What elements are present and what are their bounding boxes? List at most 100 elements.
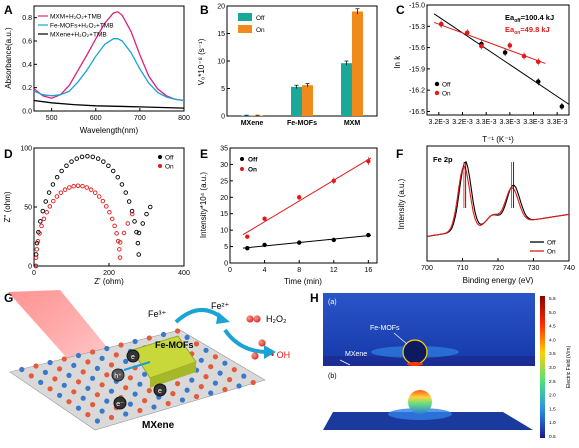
x-tick-label: Fe-MOFs [287,120,317,127]
atom [104,345,110,352]
data-point [114,231,119,236]
data-point [58,190,64,195]
data-point [80,183,85,189]
colorbar-tick-label: 1.5 [549,406,556,412]
data-point [129,211,135,217]
x-axis-label: T⁻¹ (K⁻¹) [482,135,514,144]
atom [80,369,86,375]
legend: Off On [240,157,258,174]
fit-line [433,21,546,64]
y-ticks: 0 5 10 15 20 [217,4,230,121]
atom [57,392,63,398]
y-tick-label: 0 [28,264,32,271]
atom [75,405,82,411]
x-tick-label: 200 [103,270,115,277]
data-point [35,238,41,244]
data-point [136,230,142,236]
y-tick-label: 15 [220,211,228,218]
data-point [115,174,120,180]
colorbar-tick-label: 5.0 [549,310,556,316]
data-point [51,198,56,204]
x-axis-label: Wavelength(nm) [80,126,139,135]
atom [123,385,129,391]
series-group [433,13,570,111]
x-tick-label: 0 [228,267,232,274]
x-axis-label: Binding energy (eV) [463,276,534,285]
fe-mofs-label: Fe-MOFs [370,325,400,332]
atom [212,354,218,360]
atom [151,404,157,410]
x-tick-label: MXene [241,120,264,127]
data-point [75,183,81,189]
arrow-head [264,345,276,359]
legend-label: On [256,27,265,34]
3d-plane [323,412,533,430]
legend-swatch [238,25,252,33]
data-point [59,168,64,174]
atom [108,362,115,368]
y-tick-label: 20 [217,4,225,11]
data-point [245,246,250,251]
y-tick-label: 5 [224,244,228,251]
atom [71,362,77,368]
legend-label: Off [256,15,265,22]
data-point [129,208,135,214]
y-tick-label: 0 [221,114,225,121]
atom [160,331,167,338]
data-point [43,199,48,204]
svg-text:h⁺: h⁺ [114,373,122,380]
legend: Off On [238,13,265,34]
y-axis-label: Z'' (ohm) [3,191,12,222]
atom [165,400,171,407]
atom [80,395,86,401]
svg-text:e: e [131,354,135,361]
x-tick-label: 700 [134,115,146,122]
panel-f: F 700 710 720 730 740 Binding energy (eV) In… [396,145,575,285]
y-tick-label: 35 [220,146,228,153]
mxene-sheet [9,329,266,431]
atom [222,360,228,366]
hotspot [407,362,423,366]
electron: h⁺ [111,368,125,382]
fit-line [242,157,372,236]
y-tick-label: 0.8 [22,15,32,22]
data-point [101,159,106,164]
data-point [366,158,371,164]
x-tick-label: 600 [90,115,102,122]
y-axis-label: Intensity (a.u.) [397,178,406,229]
panel-label-h: H [310,291,319,305]
atom [118,342,124,348]
atom [184,334,190,340]
data-point [100,198,106,204]
data-point [34,247,40,252]
data-point [262,242,267,248]
legend-label: On [442,91,451,98]
data-point [37,231,42,236]
oh-radical [258,339,266,347]
data-point [50,182,56,187]
x-tick-label: 8 [297,267,301,274]
data-point [144,211,149,217]
data-point [109,216,115,222]
data-point [296,240,302,245]
atom [179,397,185,403]
bars-group [241,8,363,116]
y-tick-label: 0.0 [22,109,32,116]
data-point [44,210,49,215]
plot-frame [229,147,378,264]
atom [57,366,63,372]
colorbar-tick-label: 3.0 [549,365,556,371]
y-ticks: 0.0 0.2 0.4 0.6 0.8 [22,15,37,116]
y-ticks: 0 50 100 [20,146,37,271]
fit-line [242,234,371,249]
legend-marker [434,90,440,96]
atom [123,411,129,417]
atom [170,391,176,397]
data-point [47,204,53,209]
x-tick-label: 400 [178,270,190,277]
y-tick-label: -16.2 [409,88,425,95]
atom [208,390,214,396]
data-point [464,30,470,35]
y-axis-label: ln k [393,55,402,68]
atom [71,389,77,395]
